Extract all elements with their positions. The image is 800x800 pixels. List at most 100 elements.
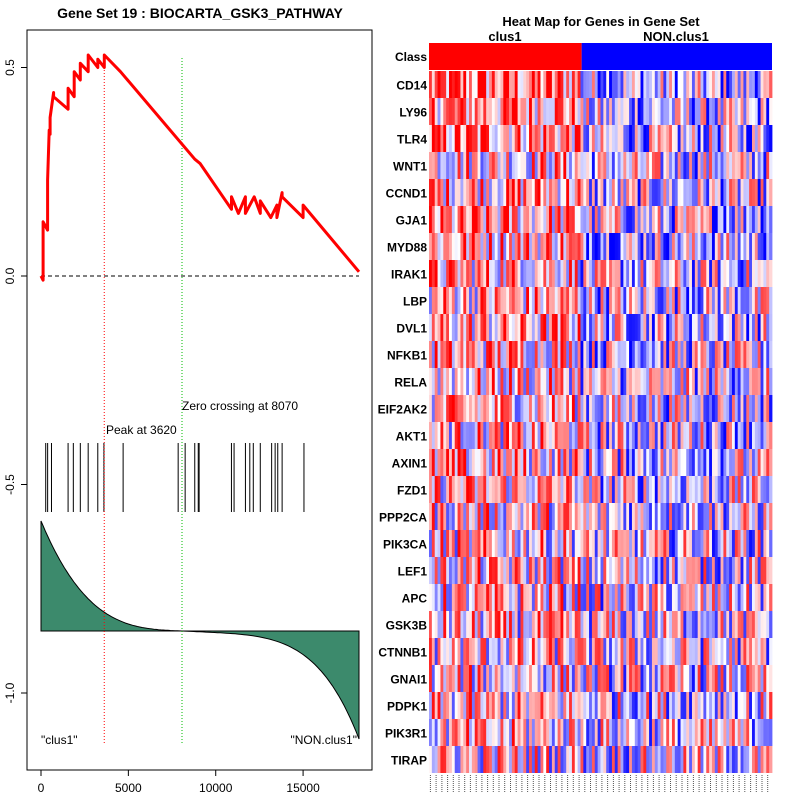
heat-cell	[514, 665, 519, 692]
heat-cell	[654, 314, 659, 341]
gene-hit-ticks	[45, 443, 305, 512]
heat-cell	[457, 206, 461, 233]
heat-cell	[429, 287, 433, 314]
heat-cell	[477, 125, 481, 152]
heat-cell	[651, 611, 656, 638]
heat-cell	[457, 233, 461, 260]
heat-cell	[709, 638, 713, 665]
heat-cell	[743, 152, 747, 179]
heat-cell	[480, 98, 484, 125]
heat-cell	[451, 503, 456, 530]
heat-cell	[460, 638, 464, 665]
heat-cell	[594, 206, 599, 233]
heat-cell	[749, 530, 753, 557]
heat-cell	[623, 260, 627, 287]
heat-cell	[760, 206, 764, 233]
heat-cell	[726, 179, 730, 206]
heat-cell	[637, 368, 641, 395]
heat-cell	[434, 179, 438, 206]
heat-cell	[737, 71, 741, 98]
heat-cell	[760, 368, 764, 395]
heat-cell	[629, 638, 633, 665]
heat-cell	[520, 395, 524, 422]
heat-cell	[506, 719, 510, 746]
heat-cell	[703, 503, 707, 530]
heat-cell	[486, 233, 490, 260]
heat-cell	[471, 395, 476, 422]
heat-cell	[606, 368, 610, 395]
heat-cell	[566, 530, 570, 557]
heat-cell	[503, 152, 507, 179]
heat-cell	[560, 71, 564, 98]
heat-cell	[569, 395, 573, 422]
heat-cell	[766, 98, 770, 125]
heat-cell	[440, 422, 444, 449]
enrichment-plot-title: Gene Set 19 : BIOCARTA_GSK3_PATHWAY	[57, 5, 343, 21]
heat-cell	[526, 206, 530, 233]
heat-cell	[543, 557, 547, 584]
heat-cell	[711, 665, 716, 692]
heat-cell	[617, 530, 621, 557]
heat-cell	[463, 503, 467, 530]
heat-cell	[537, 746, 541, 773]
heat-cell	[609, 233, 613, 260]
heat-cell	[580, 260, 584, 287]
heat-cell	[609, 719, 613, 746]
heat-cell	[511, 179, 516, 206]
heat-cell	[734, 449, 739, 476]
heat-cell	[460, 719, 464, 746]
heat-cell	[703, 152, 707, 179]
heat-cell	[577, 638, 581, 665]
heat-cell	[529, 341, 533, 368]
heat-cell	[546, 638, 550, 665]
heat-cell	[497, 692, 501, 719]
heat-cell	[734, 584, 739, 611]
heat-cell	[663, 395, 667, 422]
heat-cell	[649, 530, 653, 557]
heat-cell	[463, 611, 467, 638]
heat-cell	[623, 692, 627, 719]
heat-cell	[740, 503, 744, 530]
heat-cell	[514, 611, 519, 638]
heat-cell	[680, 449, 684, 476]
gene-label: RELA	[394, 376, 427, 390]
heat-cell	[637, 98, 641, 125]
heat-cell	[477, 395, 481, 422]
heat-cell	[454, 314, 458, 341]
heat-cell	[589, 719, 593, 746]
heat-cell	[631, 746, 636, 773]
heat-cell	[429, 395, 433, 422]
heat-cell	[437, 98, 441, 125]
heat-cell	[511, 557, 516, 584]
heat-cell	[474, 611, 478, 638]
heat-cell	[526, 530, 530, 557]
heat-cell	[680, 152, 684, 179]
heat-cell	[586, 206, 590, 233]
heat-cell	[517, 638, 521, 665]
heat-cell	[494, 314, 498, 341]
heat-cell	[437, 557, 441, 584]
heat-cell	[431, 206, 436, 233]
heat-cell	[686, 476, 690, 503]
heat-cell	[526, 476, 530, 503]
heat-cell	[643, 449, 647, 476]
heat-cell	[703, 719, 707, 746]
heat-cell	[723, 638, 727, 665]
heat-cell	[611, 71, 616, 98]
heat-cell	[506, 233, 510, 260]
heat-cell	[640, 530, 644, 557]
heat-cell	[666, 719, 670, 746]
heat-cell	[614, 71, 619, 98]
heat-cell	[463, 395, 467, 422]
heat-cell	[446, 584, 450, 611]
heat-cell	[571, 449, 576, 476]
heat-cell	[566, 449, 570, 476]
heat-cell	[549, 233, 553, 260]
heat-cell	[511, 233, 516, 260]
heat-cell	[443, 530, 447, 557]
heat-cell	[511, 287, 516, 314]
heat-cell	[586, 422, 590, 449]
heat-cell	[660, 395, 664, 422]
heat-cell	[691, 611, 696, 638]
heat-cell	[586, 476, 590, 503]
